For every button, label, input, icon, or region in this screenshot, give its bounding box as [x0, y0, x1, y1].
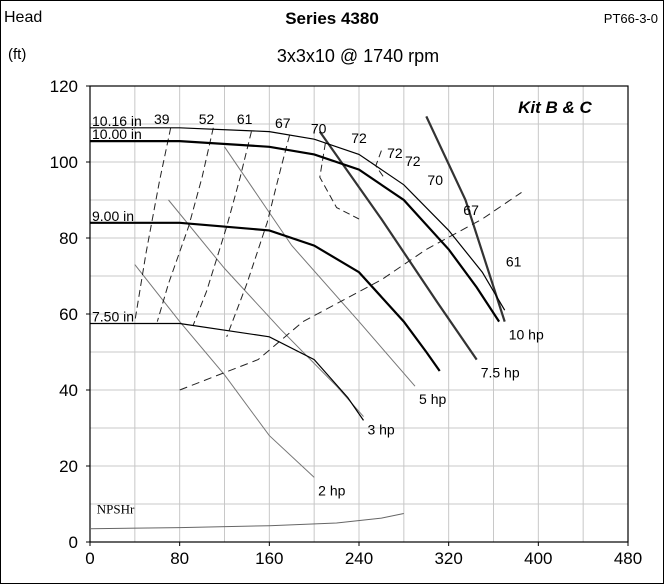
head-axis-label: Head	[4, 9, 43, 26]
power-curve	[425, 115, 506, 322]
y-tick-label: 100	[50, 153, 78, 172]
y-tick-label: 20	[59, 457, 78, 476]
x-tick-label: 320	[434, 549, 462, 568]
efficiency-label: 67	[275, 115, 291, 131]
head-unit-label: (ft)	[8, 46, 27, 63]
power-curve-label: 2 hp	[318, 482, 345, 498]
efficiency-label: 67	[463, 202, 479, 218]
efficiency-contour	[134, 127, 172, 322]
impeller-curve	[90, 322, 364, 421]
impeller-curve-label: 10.00 in	[92, 126, 142, 142]
x-tick-label: 160	[255, 549, 283, 568]
power-curve-label: 5 hp	[419, 391, 446, 407]
x-tick-label: 0	[85, 549, 94, 568]
best-efficiency-line	[179, 191, 522, 391]
efficiency-contour	[226, 135, 290, 337]
impeller-curve	[90, 127, 506, 311]
npshr-curve	[89, 513, 404, 530]
x-tick-label: 480	[614, 549, 642, 568]
y-tick-label: 40	[59, 381, 78, 400]
impeller-curve	[90, 221, 441, 372]
kit-label: Kit B & C	[518, 98, 592, 117]
impeller-curve	[90, 140, 501, 323]
npshr-label: NPSHr	[97, 502, 135, 517]
efficiency-contour	[192, 131, 252, 326]
impeller-curve-label: 7.50 in	[92, 309, 134, 325]
efficiency-label: 39	[154, 111, 170, 127]
efficiency-contour	[319, 142, 360, 220]
power-curve-label: 10 hp	[509, 327, 544, 343]
chart-code: PT66-3-0	[603, 11, 658, 26]
impeller-curve-label: 9.00 in	[92, 208, 134, 224]
chart-title: Series 4380	[285, 9, 379, 28]
impeller-curve-label: 10.16 in	[92, 113, 142, 129]
efficiency-label: 52	[199, 111, 215, 127]
x-tick-label: 400	[524, 549, 552, 568]
power-curve	[168, 199, 364, 417]
power-curve-label: 3 hp	[367, 422, 394, 438]
efficiency-label: 70	[311, 121, 327, 137]
chart-subtitle: 3x3x10 @ 1740 rpm	[276, 46, 440, 66]
efficiency-label: 61	[237, 111, 253, 127]
efficiency-label: 72	[387, 145, 403, 161]
efficiency-contour	[156, 127, 214, 322]
efficiency-label: 61	[506, 254, 522, 270]
y-tick-label: 0	[69, 533, 78, 552]
y-tick-label: 80	[59, 229, 78, 248]
y-tick-label: 60	[59, 305, 78, 324]
x-tick-label: 240	[345, 549, 373, 568]
efficiency-label: 72	[351, 130, 367, 146]
power-curve	[224, 146, 416, 387]
power-curve	[134, 264, 315, 478]
y-tick-label: 120	[50, 77, 78, 96]
efficiency-label: 72	[405, 153, 421, 169]
x-tick-label: 80	[170, 549, 189, 568]
power-curve-label: 7.5 hp	[481, 365, 520, 381]
efficiency-label: 70	[427, 172, 443, 188]
